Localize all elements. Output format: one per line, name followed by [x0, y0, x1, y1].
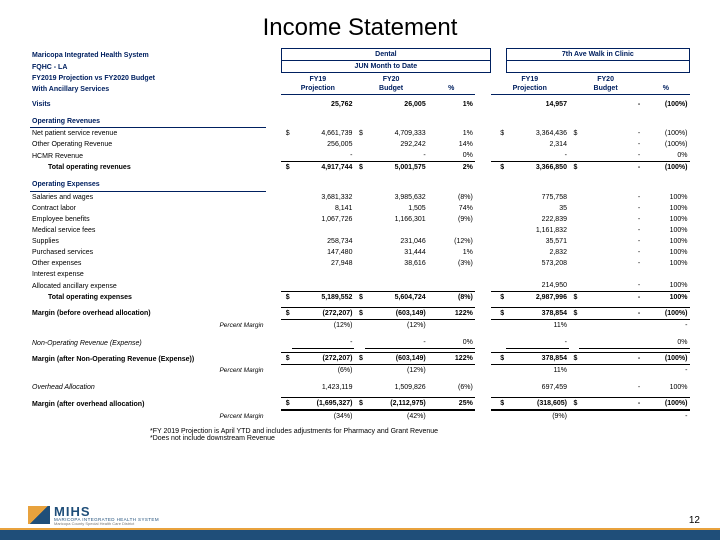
- footnote-2: *Does not include downstream Revenue: [150, 435, 690, 442]
- footer-bar: [0, 530, 720, 540]
- logo-main-text: MIHS: [54, 505, 159, 518]
- hdr-org: Maricopa Integrated Health System: [30, 49, 266, 61]
- group1-sub: JUN Month to Date: [281, 61, 490, 73]
- col-pct-1: %: [428, 73, 475, 95]
- hdr-unit: FQHC - LA: [30, 61, 266, 73]
- col-fy20-2: FY20Budget: [569, 73, 642, 95]
- group2-sub: [506, 61, 689, 73]
- page-number: 12: [689, 515, 700, 526]
- slide: Income Statement Maricopa Integrated Hea…: [0, 0, 720, 540]
- col-fy19-2: FY19Projection: [491, 73, 569, 95]
- hdr-sub: With Ancillary Services: [30, 84, 266, 95]
- page-title: Income Statement: [30, 14, 690, 42]
- logo-mark-icon: [28, 506, 50, 524]
- logo-sub2-text: Maricopa County Special Health Care Dist…: [54, 522, 159, 526]
- footer: MIHS MARICOPA INTEGRATED HEALTH SYSTEM M…: [0, 494, 720, 540]
- group1-top: Dental: [281, 49, 490, 61]
- op-rev-title: Operating Revenues: [30, 116, 266, 128]
- col-fy20-1: FY20Budget: [354, 73, 427, 95]
- footnotes: *FY 2019 Projection is April YTD and inc…: [150, 428, 690, 442]
- col-fy19-1: FY19Projection: [281, 73, 354, 95]
- op-exp-title: Operating Expenses: [30, 179, 266, 191]
- group2-top: 7th Ave Walk in Clinic: [506, 49, 689, 61]
- hdr-comparison: FY2019 Projection vs FY2020 Budget: [30, 73, 266, 84]
- row-visits-label: Visits: [30, 99, 266, 110]
- col-pct-2: %: [642, 73, 689, 95]
- footnote-1: *FY 2019 Projection is April YTD and inc…: [150, 428, 690, 435]
- mihs-logo: MIHS MARICOPA INTEGRATED HEALTH SYSTEM M…: [28, 505, 159, 527]
- income-table: Maricopa Integrated Health System Dental…: [30, 48, 690, 422]
